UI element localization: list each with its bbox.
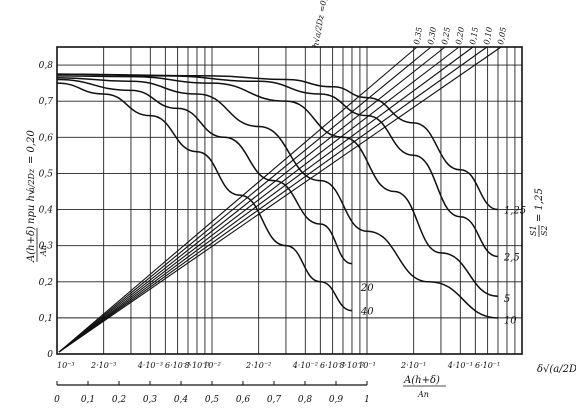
ray-family-label-h: h√ [311,36,322,49]
curve-label: 5 [504,294,510,305]
x-bottom-tick-label: 0,9 [329,395,344,405]
curve-1-25 [56,73,499,211]
ray-line [58,46,446,353]
curve-5 [56,75,499,297]
x-bottom-axis: 0 0,1 0,2 0,3 0,4 0,5 0,6 0,7 0,8 0,9 1 [54,381,370,405]
curve-label: 2,5 [503,252,520,263]
curve-10 [56,76,498,319]
x-top-tick-label: 6·10⁻¹ [475,361,500,370]
ray-family-label-rad: a/2Dz [313,13,326,38]
x-top-tick-label: 10⁻¹ [358,361,376,370]
x-top-tick-label: 2·10⁻³ [90,361,116,370]
x-top-tick-labels: 10⁻³ 2·10⁻³ 4·10⁻³ 6·10⁻³8·10⁻³10⁻² 2·10⁻² 4·… [57,361,500,370]
ray-label: 0,15 [468,26,480,45]
curve-label: 20 [360,283,374,294]
x-bottom-axis-title: A(h+δ) An [403,375,446,399]
ray-line [58,46,502,353]
x-bottom-tick-label: 0,8 [298,395,313,405]
ray-label: 0,35 [412,26,424,45]
plot-frame [56,46,523,355]
x-top-tick-label: 4·10⁻¹ [447,361,473,370]
ray-family-label: h√ a/2Dz =0,35 [311,0,330,48]
x-top-tick-label: 2·10⁻² [245,361,271,370]
x-bottom-tick-label: 0,5 [205,395,220,405]
ray-line [58,46,488,353]
ray-line [58,46,460,353]
ray-label: 0,30 [426,26,438,45]
ray-family [58,46,502,353]
ray-line [58,46,418,353]
ray-family-label-eq: =0,35 [317,0,330,13]
x-bottom-tick-label: 0,7 [267,395,282,405]
curve-family-label-s2: S2 [540,225,549,236]
ray-line [58,46,432,353]
curve-label: 40 [360,307,374,318]
y-axis-title-eq: = 0,20 [26,130,37,164]
y-tick-label: 0,8 [39,61,54,71]
y-tick-label: 0,7 [39,97,54,107]
ray-labels: 0,35 0,30 0,25 0,20 0,15 0,10 0,05 [412,26,508,45]
y-tick-label: 0,5 [39,169,54,179]
x-top-tick-label: 8·10⁻² [339,361,364,370]
y-tick-label: 0 [47,350,53,360]
x-bottom-tick-label: 0,2 [112,395,127,405]
x-top-tick-label: 6·10⁻³ [165,361,190,370]
x-bottom-tick-label: 0,3 [143,395,158,405]
ray-label: 0,25 [440,26,452,45]
y-tick-label: 0,2 [39,278,54,288]
curve-family [56,73,499,319]
curve-20 [56,78,353,265]
y-tick-label: 0,1 [39,314,53,324]
curve-family-label-s1: S1 [529,225,538,236]
x-bottom-axis-title-den: An [417,390,429,399]
ray-label: 0,20 [454,26,466,45]
x-bottom-tick-label: 0 [54,395,60,405]
x-bottom-tick-label: 0,4 [174,395,189,405]
x-top-tick-label: 4·10⁻³ [137,361,163,370]
y-tick-label: 0,6 [39,133,54,143]
x-top-tick-label: 8·10⁻³ [184,361,209,370]
y-tick-labels: 0 0,1 0,2 0,3 0,4 0,5 0,6 0,7 0,8 [39,61,54,360]
curve-labels: 1,25 2,5 5 10 20 40 [360,206,526,327]
ray-label: 0,10 [482,26,494,45]
x-top-axis-title: δ√(a/2Dz) [537,364,576,375]
curve-2-5 [56,73,499,258]
x-top-tick-label: 6·10⁻² [320,361,345,370]
y-tick-label: 0,3 [39,242,54,252]
y-axis-title-main: A(h+δ) [26,226,37,263]
x-top-tick-label: 10⁻³ [57,361,75,370]
curve-label: 10 [504,316,517,327]
y-axis-title-rad: a/2Dz [27,168,36,192]
x-bottom-axis-title-main: A(h+δ) [403,375,440,386]
x-bottom-tick-label: 0,1 [81,395,95,405]
y-axis-title-rest: при h√ [26,188,37,224]
y-axis-title-den: An [39,245,48,257]
x-bottom-tick-label: 0,6 [236,395,251,405]
ray-line [58,46,474,353]
curve-40 [56,82,353,312]
grid-lines [57,47,522,354]
ray-label: 0,05 [496,26,508,45]
curve-family-label: S1 S2 = 1,25 [529,188,549,237]
curve-label: 1,25 [504,206,526,217]
y-axis-title: A(h+δ) An при h√ a/2Dz = 0,20 [26,130,48,263]
x-top-tick-label: 10⁻² [203,361,221,370]
x-bottom-tick-label: 1 [364,395,370,405]
curve-family-label-eq: = 1,25 [534,188,545,222]
y-tick-label: 0,4 [39,206,54,216]
x-top-tick-label: 4·10⁻² [292,361,318,370]
x-top-tick-label: 2·10⁻¹ [400,361,426,370]
